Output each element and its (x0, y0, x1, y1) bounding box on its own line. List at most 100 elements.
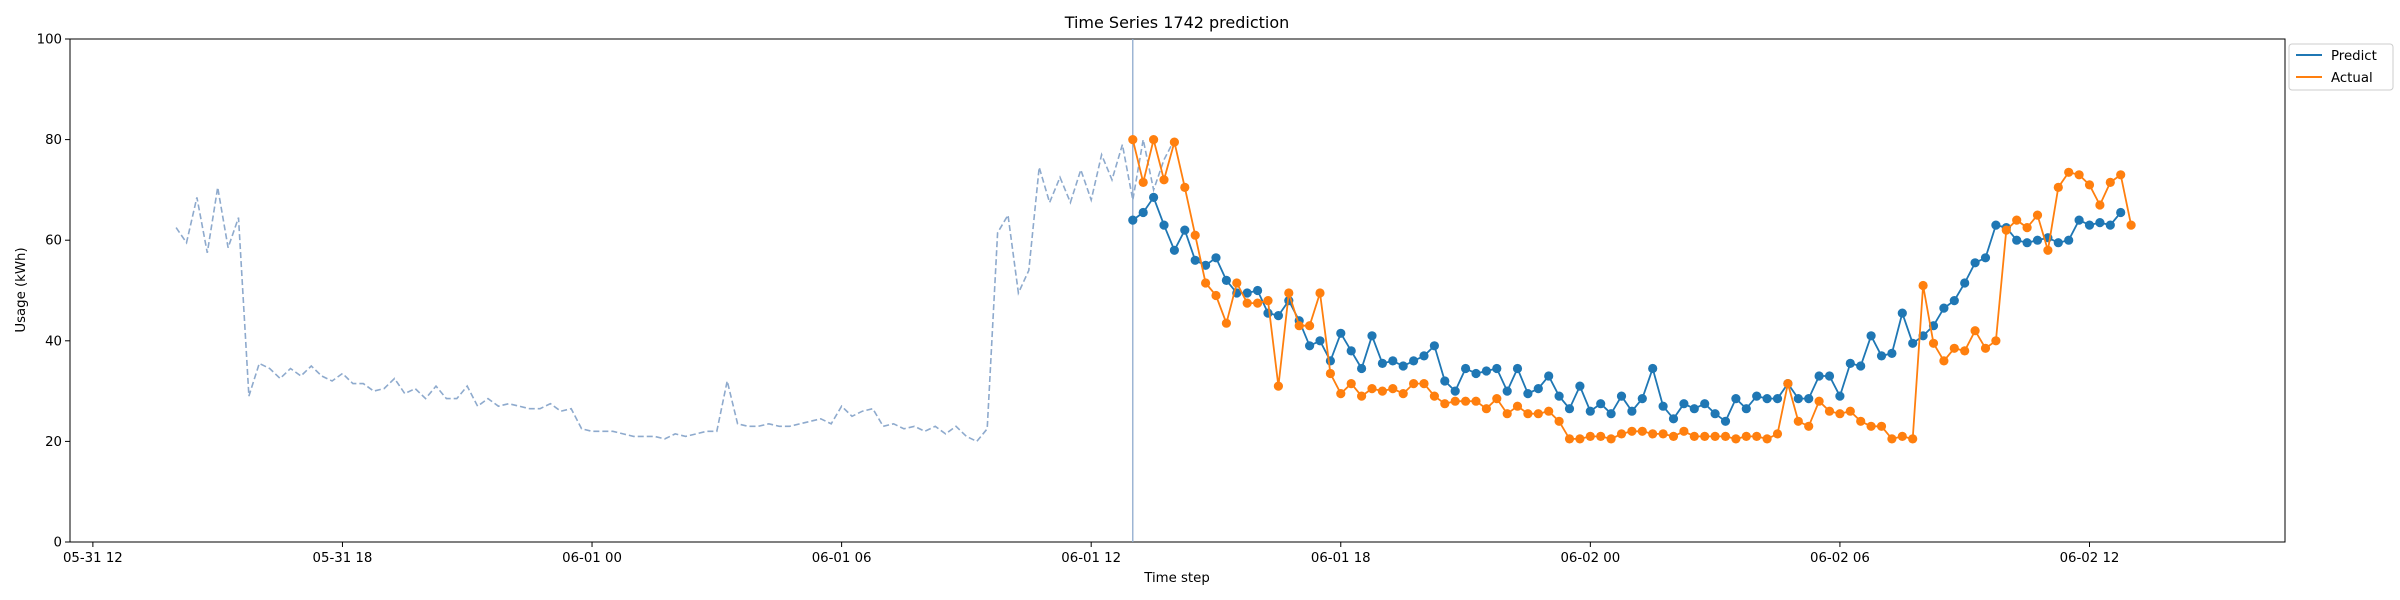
x-axis: 05-31 12 05-31 18 06-01 00 06-01 06 06-01 12… (63, 542, 2119, 566)
data-point-predict (1908, 338, 1918, 348)
data-point-actual (1502, 409, 1512, 419)
data-point-predict (1637, 394, 1647, 404)
data-point-predict (1970, 258, 1980, 268)
data-point-actual (2095, 200, 2105, 210)
data-point-actual (1544, 406, 1554, 416)
data-point-predict (1762, 394, 1772, 404)
data-point-actual (1211, 290, 1221, 301)
data-point-actual (2064, 167, 2074, 177)
data-point-actual (1325, 368, 1335, 379)
data-point-predict (1564, 404, 1575, 414)
data-point-predict (1159, 220, 1169, 230)
data-point-predict (1793, 394, 1803, 404)
data-point-predict (1741, 404, 1751, 414)
data-point-predict (1804, 394, 1814, 404)
data-point-actual (1679, 426, 1689, 436)
data-point-actual (1980, 343, 1991, 353)
data-point-actual (1554, 416, 1564, 426)
data-point-predict (2053, 238, 2063, 248)
y-tick-label: 20 (45, 435, 62, 450)
data-point-actual (2012, 215, 2022, 225)
data-point-predict (1523, 389, 1533, 399)
data-point-predict (1512, 363, 1523, 374)
data-point-predict (1440, 376, 1450, 386)
data-point-predict (1700, 399, 1710, 409)
data-point-actual (1138, 177, 1148, 187)
data-point-predict (1575, 381, 1585, 391)
data-point-actual (1741, 431, 1751, 441)
data-point-predict (2032, 235, 2043, 245)
data-point-predict (1710, 409, 1720, 419)
data-point-actual (1856, 416, 1866, 426)
data-point-actual (1824, 406, 1835, 416)
data-point-actual (1752, 431, 1762, 441)
data-point-actual (1388, 384, 1398, 394)
data-point-actual (1367, 384, 1377, 394)
series-actual (1128, 135, 2136, 444)
data-point-actual (1149, 135, 1159, 145)
data-point-predict (1866, 331, 1876, 341)
data-point-predict (1180, 225, 1190, 235)
data-point-predict (1461, 363, 1471, 374)
data-point-predict (1450, 386, 1460, 396)
data-point-actual (1377, 386, 1387, 396)
data-point-actual (1471, 396, 1481, 406)
y-tick-label: 40 (45, 334, 62, 349)
y-tick-label: 0 (54, 536, 62, 551)
data-point-actual (1710, 431, 1720, 441)
data-point-predict (1544, 371, 1554, 381)
data-point-actual (1575, 434, 1585, 444)
data-point-actual (1533, 409, 1543, 419)
data-point-actual (2126, 220, 2136, 230)
data-point-predict (1731, 394, 1741, 404)
y-axis-label: Usage (kWh) (14, 247, 29, 332)
x-tick-label: 06-02 06 (1810, 551, 1870, 566)
data-point-predict (1772, 394, 1783, 404)
data-point-actual (1814, 396, 1824, 406)
data-point-actual (1668, 431, 1679, 441)
data-point-predict (1887, 348, 1897, 358)
data-point-predict (1596, 399, 1606, 409)
plot-area (69, 38, 2286, 543)
data-point-predict (1845, 358, 1855, 368)
data-point-actual (1409, 379, 1419, 389)
data-point-actual (1305, 321, 1315, 331)
data-point-actual (1315, 288, 1325, 298)
data-point-predict (1939, 303, 1949, 313)
data-point-actual (2084, 180, 2095, 190)
data-point-actual (1596, 431, 1606, 441)
data-point-actual (1336, 389, 1346, 399)
data-point-predict (1897, 308, 1907, 318)
data-point-actual (2053, 182, 2063, 192)
data-point-predict (1585, 406, 1595, 416)
x-axis-label: Time step (1143, 571, 1210, 586)
data-point-predict (1419, 351, 1429, 361)
data-point-actual (1284, 288, 1294, 298)
data-point-actual (1970, 326, 1980, 336)
data-point-actual (2032, 210, 2043, 220)
data-point-predict (1388, 356, 1398, 366)
data-point-predict (1533, 384, 1543, 394)
data-point-actual (1658, 429, 1668, 439)
legend-label-predict: Predict (2331, 49, 2377, 64)
data-point-actual (1804, 421, 1814, 431)
data-point-predict (1835, 391, 1845, 401)
data-point-predict (2022, 238, 2032, 248)
data-point-predict (1658, 401, 1668, 411)
data-point-predict (1429, 341, 1439, 351)
data-point-predict (1949, 296, 1959, 306)
data-point-predict (2064, 235, 2074, 245)
data-point-actual (1991, 336, 2001, 346)
data-point-predict (1190, 255, 1200, 265)
data-point-actual (1627, 426, 1637, 436)
data-point-actual (1564, 434, 1575, 444)
data-point-actual (2116, 170, 2126, 180)
data-point-predict (1689, 404, 1699, 414)
data-point-actual (1700, 431, 1710, 441)
data-point-actual (1772, 429, 1783, 439)
data-point-actual (1731, 434, 1741, 444)
data-point-predict (1627, 406, 1637, 416)
chart-title: Time Series 1742 prediction (1064, 13, 1290, 32)
data-point-actual (1346, 379, 1356, 389)
data-point-actual (1866, 421, 1876, 431)
